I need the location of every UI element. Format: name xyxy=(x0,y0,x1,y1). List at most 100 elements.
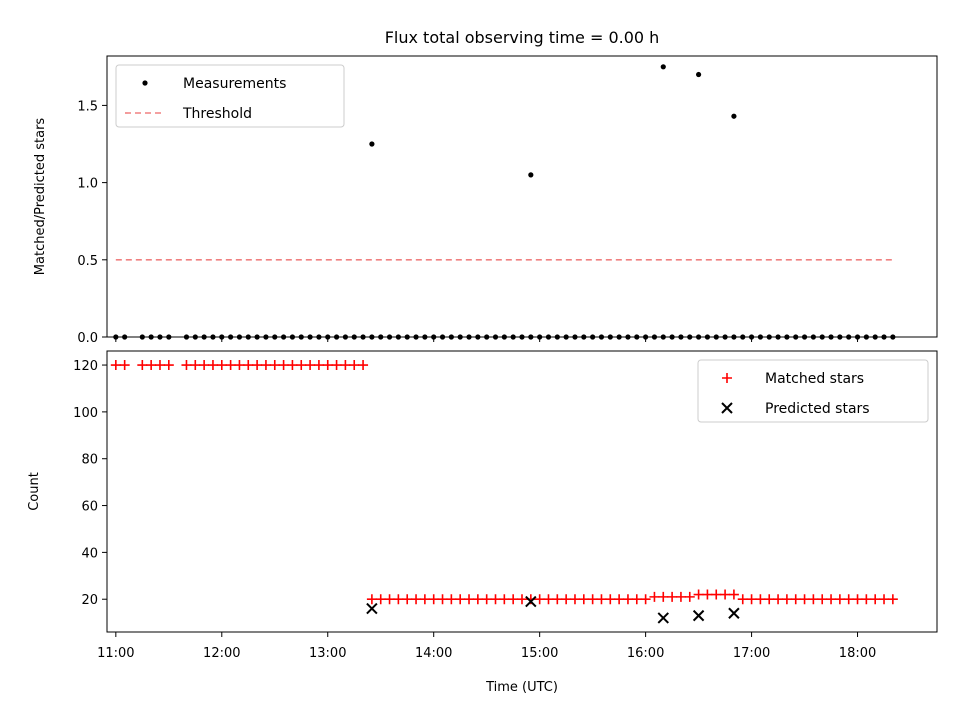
matched-star-marker xyxy=(569,594,580,605)
legend-box xyxy=(697,359,929,423)
matched-star-marker xyxy=(799,594,810,605)
matched-star-marker xyxy=(207,360,218,371)
legend-label: Threshold xyxy=(182,106,252,122)
matched-star-marker xyxy=(614,594,625,605)
matched-star-marker xyxy=(790,594,801,605)
y-axis-label: Count xyxy=(27,472,42,511)
matched-star-marker xyxy=(419,594,430,605)
matched-star-marker xyxy=(154,360,165,371)
matched-star-marker xyxy=(658,591,669,602)
top-panel: Flux total observing time = 0.00 h 0.0 0.5… xyxy=(33,28,938,346)
predicted-star-marker xyxy=(657,612,669,624)
matched-star-marker xyxy=(561,594,572,605)
axes-frame xyxy=(106,55,938,338)
matched-star-marker xyxy=(852,594,863,605)
measurement-point xyxy=(660,64,666,70)
matched-star-marker xyxy=(234,360,245,371)
x-tick-label: 18:00 xyxy=(839,646,876,661)
matched-star-marker xyxy=(455,594,466,605)
matched-star-marker xyxy=(508,594,519,605)
matched-star-marker xyxy=(517,594,527,605)
y-tick-label: 0.0 xyxy=(77,331,98,346)
matched-star-marker xyxy=(313,360,324,371)
matched-star-marker xyxy=(605,594,616,605)
matched-star-marker xyxy=(331,360,342,371)
matched-star-marker xyxy=(464,594,475,605)
y-tick-label: 40 xyxy=(81,546,98,561)
matched-star-marker xyxy=(640,594,651,605)
matched-star-marker xyxy=(393,594,404,605)
matched-star-marker xyxy=(596,594,607,605)
x-tick-label: 16:00 xyxy=(627,646,664,661)
matched-star-marker xyxy=(578,594,589,605)
measurement-point xyxy=(528,172,534,178)
x-tick-label: 12:00 xyxy=(203,646,240,661)
matched-star-marker xyxy=(649,591,660,602)
matched-star-marker xyxy=(287,360,298,371)
matched-star-marker xyxy=(490,594,501,605)
matched-star-marker xyxy=(755,594,766,605)
y-tick-label: 1.0 xyxy=(77,177,98,192)
matched-star-marker xyxy=(587,594,598,605)
matched-star-marker xyxy=(428,594,439,605)
matched-star-marker xyxy=(693,589,704,600)
y-tick-label: 100 xyxy=(73,406,98,421)
matched-star-marker xyxy=(843,594,854,605)
y-tick-label: 20 xyxy=(81,593,98,608)
matched-star-marker xyxy=(402,594,413,605)
matched-star-marker xyxy=(834,594,845,605)
matched-star-marker xyxy=(702,589,713,600)
measurement-point xyxy=(369,141,375,147)
matched-star-marker xyxy=(340,360,351,371)
matched-star-marker xyxy=(684,591,695,602)
y-axis-label: Matched/Predicted stars xyxy=(33,118,48,276)
y-tick-label: 60 xyxy=(81,500,98,515)
x-tick-label: 15:00 xyxy=(521,646,558,661)
matched-star-marker xyxy=(631,594,642,605)
matched-star-marker xyxy=(437,594,448,605)
x-tick-label: 13:00 xyxy=(309,646,346,661)
matched-star-marker xyxy=(861,594,872,605)
matched-star-marker xyxy=(252,360,263,371)
matched-star-marker xyxy=(499,594,510,605)
matched-star-marker xyxy=(534,594,545,605)
matched-star-marker xyxy=(366,594,377,605)
matched-star-marker xyxy=(481,594,492,605)
matched-star-marker xyxy=(384,594,395,605)
matched-star-marker xyxy=(305,360,316,371)
matched-star-marker xyxy=(720,589,731,600)
matched-star-marker xyxy=(675,591,686,602)
x-tick-label: 17:00 xyxy=(733,646,770,661)
matched-star-marker xyxy=(243,360,254,371)
matched-star-marker xyxy=(216,360,227,371)
matched-star-marker xyxy=(543,594,554,605)
matched-star-marker xyxy=(163,360,174,371)
predicted-star-marker xyxy=(366,602,378,615)
y-tick-label: 0.5 xyxy=(77,254,98,269)
matched-star-marker xyxy=(411,594,422,605)
x-tick-label: 11:00 xyxy=(97,646,134,661)
legend-label: Matched stars xyxy=(765,371,864,387)
matched-star-marker xyxy=(190,360,201,371)
matched-star-marker xyxy=(446,594,457,605)
matched-star-marker xyxy=(358,360,369,371)
matched-star-marker xyxy=(225,360,236,371)
matched-star-marker xyxy=(622,594,633,605)
matched-star-marker xyxy=(817,594,828,605)
y-tick-label: 80 xyxy=(81,453,98,468)
matched-star-marker xyxy=(887,594,898,605)
y-tick-label: 120 xyxy=(73,359,98,374)
matched-star-marker xyxy=(322,360,333,371)
matched-star-marker xyxy=(296,360,307,371)
legend-predicted-swatch xyxy=(721,402,733,414)
predicted-star-marker xyxy=(728,607,740,619)
matched-star-marker xyxy=(472,594,483,605)
x-tick-label: 14:00 xyxy=(415,646,452,661)
matched-star-marker xyxy=(826,594,837,605)
chart-title: Flux total observing time = 0.00 h xyxy=(385,28,660,47)
y-tick-label: 1.5 xyxy=(77,99,98,114)
measurement-point xyxy=(731,113,737,119)
matched-star-marker xyxy=(764,594,775,605)
matched-star-marker xyxy=(667,591,678,602)
legend-label: Measurements xyxy=(183,76,286,92)
